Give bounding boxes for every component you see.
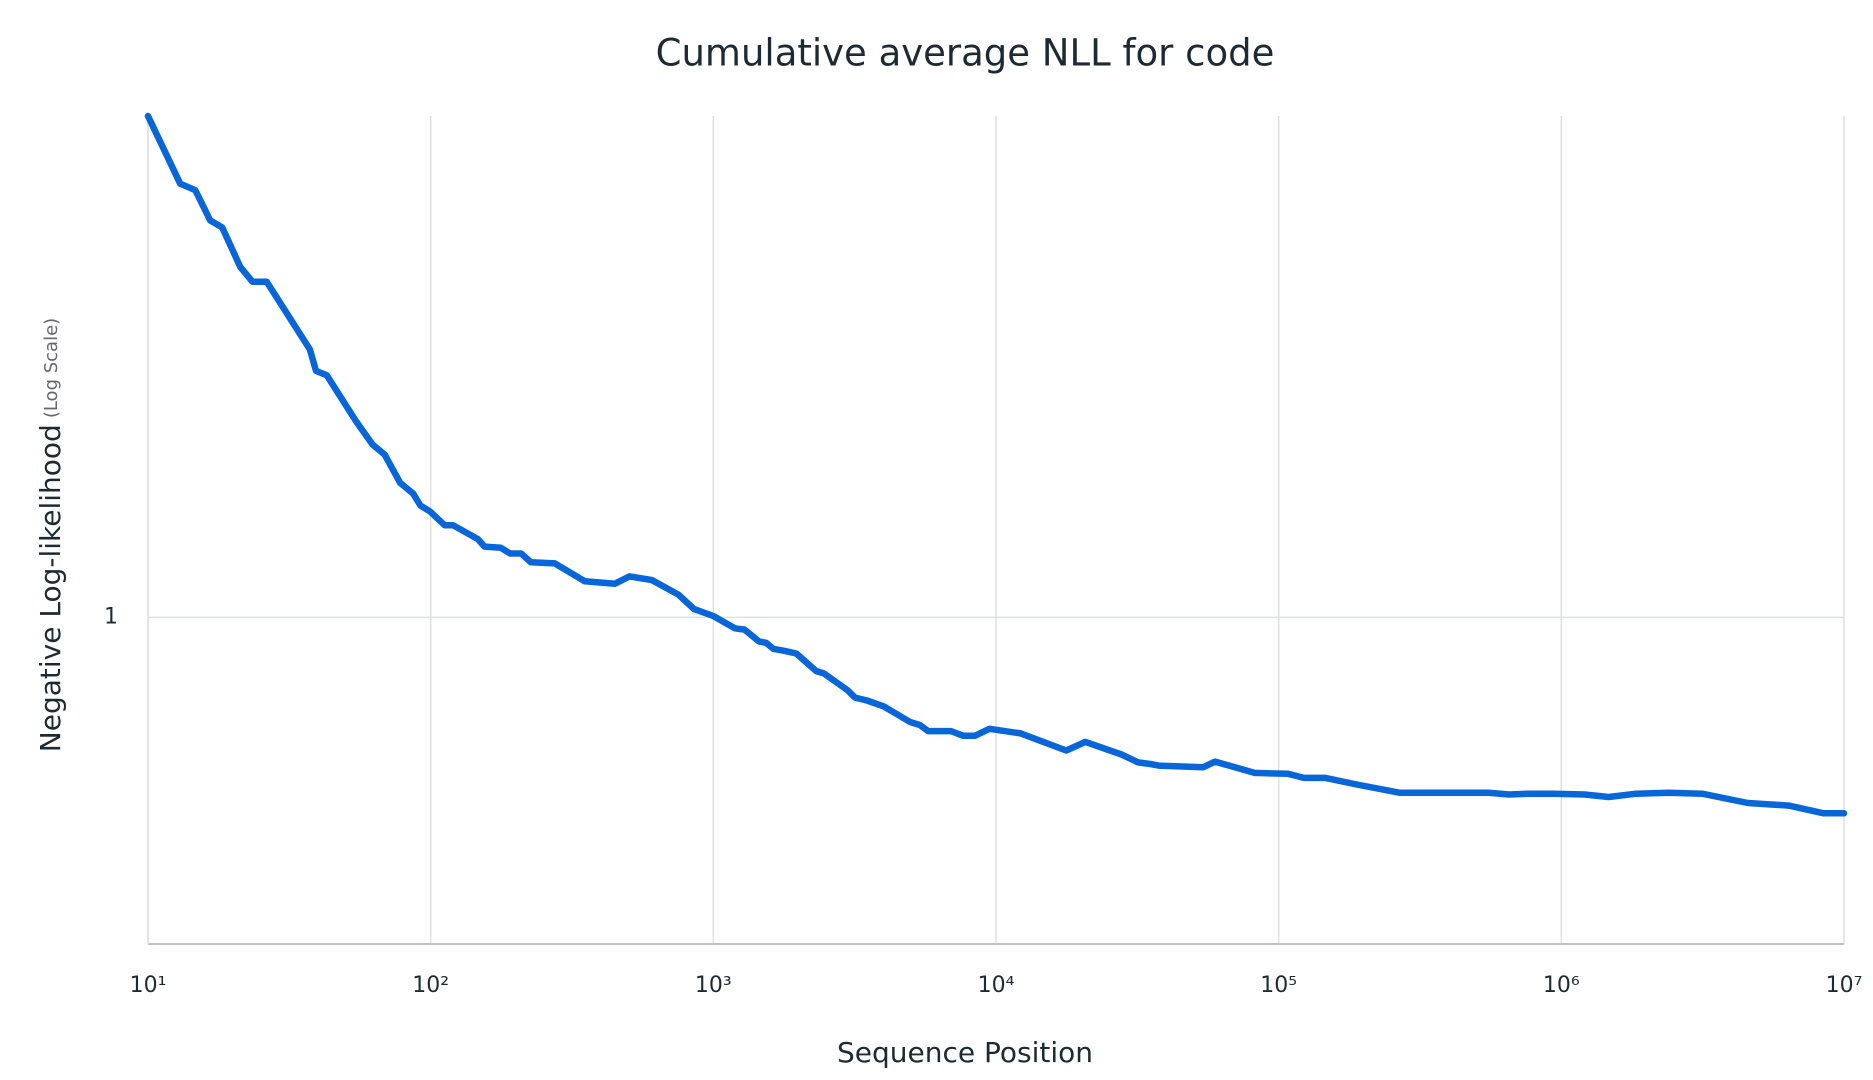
- y-tick-label: 1: [104, 604, 118, 629]
- x-tick-label: 10⁴: [978, 973, 1015, 998]
- x-tick-label: 10⁶: [1543, 973, 1580, 998]
- x-tick-label: 10⁷: [1826, 973, 1863, 998]
- x-tick-label: 10³: [695, 973, 732, 998]
- y-axis-label: Negative Log-likelihood (Log Scale): [34, 318, 67, 752]
- x-tick-label: 10¹: [130, 973, 167, 998]
- y-axis-note: (Log Scale): [41, 318, 62, 418]
- x-tick-label: 10⁵: [1260, 973, 1297, 998]
- data-line: [144, 112, 1848, 817]
- y-axis-title: Negative Log-likelihood: [34, 424, 67, 752]
- x-tick-label: 10²: [412, 973, 449, 998]
- x-axis-label: Sequence Position: [837, 1036, 1093, 1069]
- chart-title: Cumulative average NLL for code: [656, 32, 1275, 75]
